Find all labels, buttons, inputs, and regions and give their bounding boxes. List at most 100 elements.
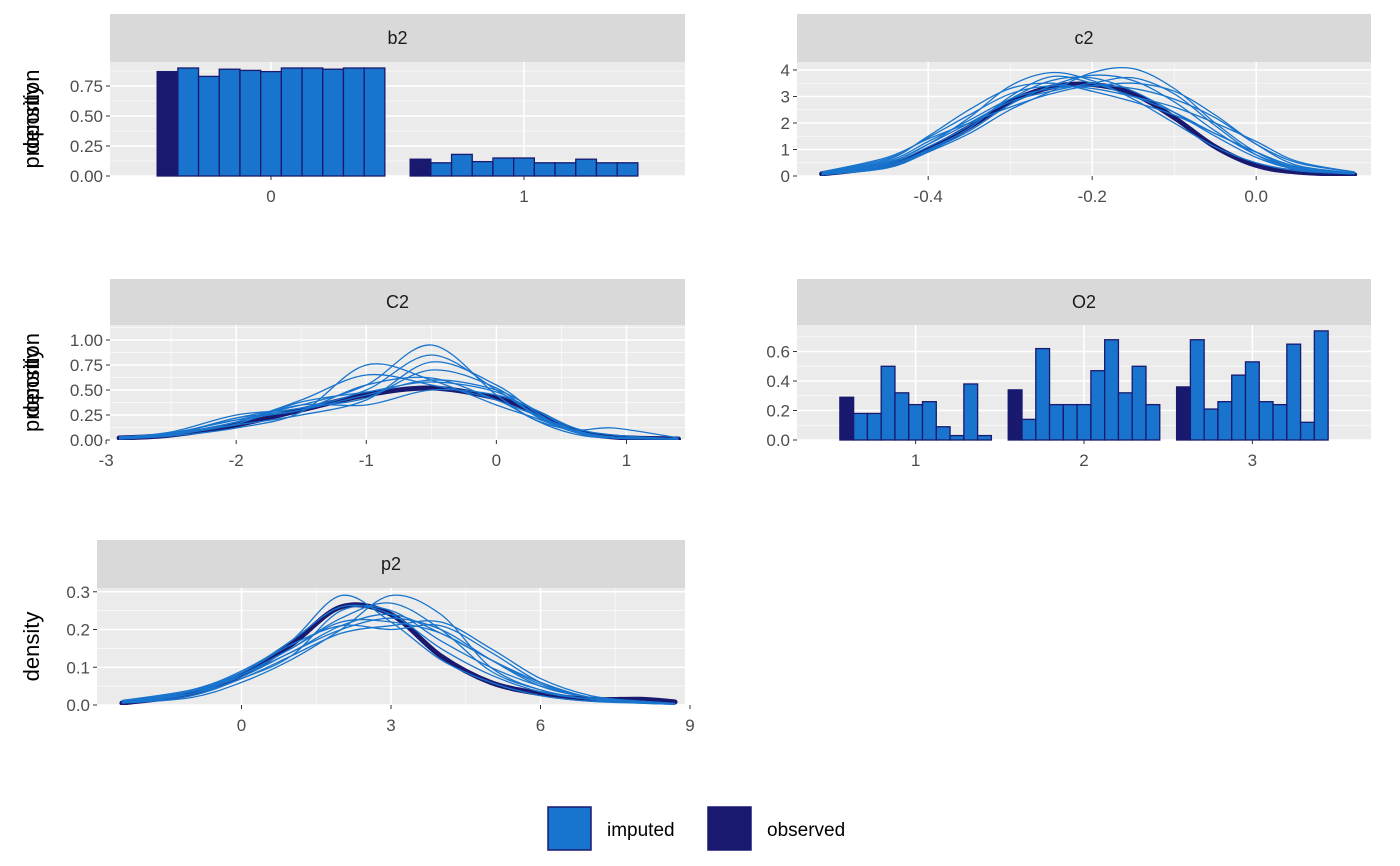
density-line-imputed [821,85,1355,174]
x-tick-label: 6 [536,716,545,735]
bar-imputed [322,68,345,177]
facet-strip [110,14,685,62]
bar-imputed [963,383,979,441]
y-tick-label: 0.0 [66,696,90,715]
bar-imputed [1313,330,1329,441]
density-line-imputed [121,620,676,705]
y-tick-label: 1.00 [70,331,103,350]
density-line-imputed [119,369,679,440]
facet-title: C2 [386,292,409,312]
bar-imputed [949,434,965,441]
facet-title: b2 [387,28,407,48]
legend-item-observed: observed [707,806,845,851]
density-lines [119,594,678,705]
bar-imputed [471,160,494,177]
bar-imputed [1286,343,1302,441]
density-lines [116,344,681,440]
bar-imputed [342,67,365,177]
y-tick-label: 0.2 [766,402,790,421]
density-line-imputed [119,388,679,440]
density-line-imputed [121,594,676,705]
bar-imputed [492,157,515,177]
y-tick-label: 0.75 [70,77,103,96]
x-tick-label: 0.0 [1244,187,1268,206]
facet-strip [797,14,1371,62]
bar-imputed [1131,365,1147,441]
bar-imputed [1258,401,1274,441]
bar-imputed [1090,370,1106,441]
bar-observed [1007,389,1023,441]
x-tick-label: 0 [492,451,501,470]
density-line-imputed [821,82,1355,174]
bar-imputed [921,401,937,441]
bar-imputed [1272,403,1288,441]
bar-imputed [852,412,869,441]
facet-title: c2 [1074,28,1093,48]
facet-strip [797,279,1371,325]
bar-imputed [1104,339,1120,441]
bar-imputed [908,403,924,441]
y-tick-label: 0.2 [66,621,90,640]
density-line-imputed [119,376,679,440]
x-tick-label: 9 [685,716,694,735]
bar-imputed [301,67,324,177]
bar-imputed [1021,418,1037,441]
bar-imputed [1117,392,1133,441]
y-tick-label: 0.50 [70,381,103,400]
y-axis-label: density [19,84,44,154]
bar-imputed [177,67,200,177]
bar-observed [156,70,179,177]
bar-imputed [554,162,577,177]
y-tick-label: 0.50 [70,107,103,126]
y-tick-label: 0.6 [766,343,790,362]
x-tick-label: 1 [519,187,528,206]
y-axis-label: proportion [19,333,44,432]
bar-imputed [976,434,993,441]
facet-strip [97,540,685,588]
x-tick-label: 2 [1079,451,1088,470]
bar-imputed [239,69,262,177]
x-tick-label: 3 [386,716,395,735]
y-tick-label: 1 [781,140,790,159]
legend: imputed observed [547,806,845,851]
y-tick-label: 0.00 [70,431,103,450]
density-line-imputed [821,76,1355,175]
y-tick-label: 3 [781,87,790,106]
y-tick-label: 0 [781,167,790,186]
density-line-imputed [121,604,676,705]
y-tick-label: 0.75 [70,356,103,375]
x-tick-label: 3 [1248,451,1257,470]
bar-observed [839,396,855,441]
y-tick-label: 0.0 [766,431,790,450]
bar-imputed [1035,347,1051,441]
bar-imputed [1203,408,1219,441]
bar-imputed [513,157,536,177]
x-tick-label: 0 [237,716,246,735]
x-tick-label: -3 [99,451,114,470]
bar-imputed [1076,403,1092,441]
bar-imputed [1048,403,1064,441]
facet-strip [110,279,685,325]
x-tick-label: -0.4 [914,187,943,206]
y-tick-label: 0.00 [70,167,103,186]
legend-label: observed [767,820,845,841]
bar-imputed [935,426,951,441]
bar-imputed [363,67,386,177]
y-tick-label: 0.3 [66,583,90,602]
bar-imputed [218,68,241,177]
bar-imputed [533,162,556,177]
density-line-imputed [821,76,1355,175]
facet-p2-4: p2 0.0 0.1 0.2 0.3 density 0 3 6 9 [19,540,695,735]
x-tick-label: 1 [911,451,920,470]
bar-imputed [259,70,282,177]
bar-imputed [880,365,896,441]
legend-key-observed [707,806,752,851]
density-line-imputed [119,381,679,440]
y-tick-label: 0.1 [66,658,90,677]
y-axis-label: density [19,348,44,418]
bar-imputed [450,153,473,177]
facet-title: O2 [1072,292,1096,312]
x-tick-label: -0.2 [1078,187,1107,206]
facet-c2-2: C2 0.00 0.25 0.50 0.75 1.00 density -3 -2 -1 0 1 [19,279,685,470]
